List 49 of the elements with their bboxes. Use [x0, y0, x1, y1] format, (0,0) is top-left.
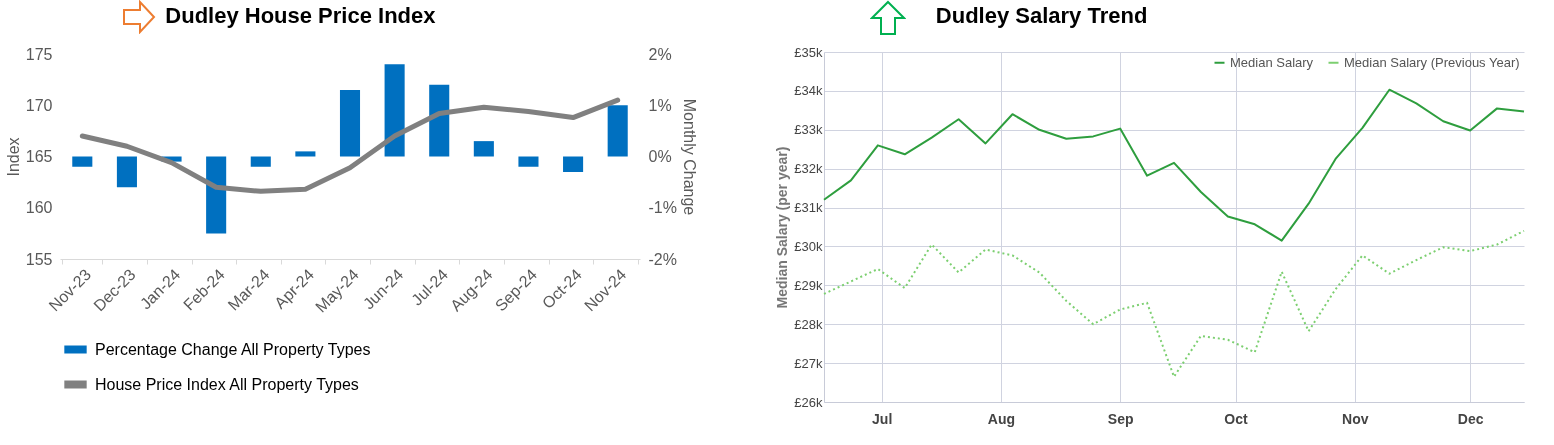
bar: [384, 64, 405, 157]
chart-title: Dudley Salary Trend: [935, 3, 1148, 28]
bar: [206, 156, 227, 234]
x-tick-label: Sep: [1107, 410, 1134, 427]
y-axis-title: Index: [4, 137, 22, 177]
y2-tick-label: -2%: [648, 250, 677, 268]
line-series: [823, 88, 1525, 242]
y-tick-label: 165: [25, 148, 53, 165]
y-tick-label: 170: [25, 96, 53, 114]
y-tick-label: £29k: [794, 277, 823, 293]
y-tick-label: 155: [25, 250, 53, 268]
x-tick-label: Oct: [1224, 410, 1249, 427]
y-tick-label: £31k: [794, 200, 823, 216]
y-tick-label: £28k: [794, 316, 823, 332]
x-tick-label: Jul: [872, 410, 893, 427]
y2-tick-label: 1%: [648, 96, 672, 114]
chart-title: Dudley House Price Index: [165, 3, 437, 28]
x-tick-label: Dec: [1457, 410, 1484, 427]
bar: [429, 84, 450, 157]
bar: [607, 105, 628, 157]
y-tick-label: £27k: [794, 355, 823, 371]
bar: [563, 156, 584, 172]
bar: [250, 156, 271, 167]
bar: [473, 141, 494, 157]
x-tick-label: Aug: [987, 410, 1016, 427]
y-axis-title: Median Salary (per year): [774, 146, 791, 309]
y-tick-label: £33k: [794, 122, 823, 138]
legend-label: Median Salary (Previous Year): [1344, 54, 1520, 70]
bar: [72, 156, 93, 167]
line-series: [823, 229, 1525, 378]
y-tick-label: £32k: [794, 161, 823, 177]
y-tick-label: £30k: [794, 238, 823, 254]
bar: [116, 156, 137, 188]
y-tick-label: 160: [25, 199, 53, 217]
legend-label: House Price Index All Property Types: [95, 375, 359, 393]
x-tick-label: Nov: [1342, 410, 1369, 427]
y2-axis-title: Monthly Change: [680, 98, 698, 216]
y2-tick-label: -1%: [648, 199, 677, 217]
bar: [518, 156, 539, 167]
y-tick-label: £35k: [794, 44, 823, 60]
y-tick-label: £34k: [794, 83, 823, 99]
y-tick-label: 175: [25, 45, 53, 63]
y2-tick-label: 0%: [648, 148, 672, 165]
legend-label: Percentage Change All Property Types: [95, 340, 371, 358]
bar: [295, 151, 316, 157]
bar: [339, 89, 361, 157]
y2-tick-label: 2%: [648, 45, 672, 63]
y-tick-label: £26k: [794, 394, 823, 410]
legend-label: Median Salary: [1230, 54, 1314, 70]
